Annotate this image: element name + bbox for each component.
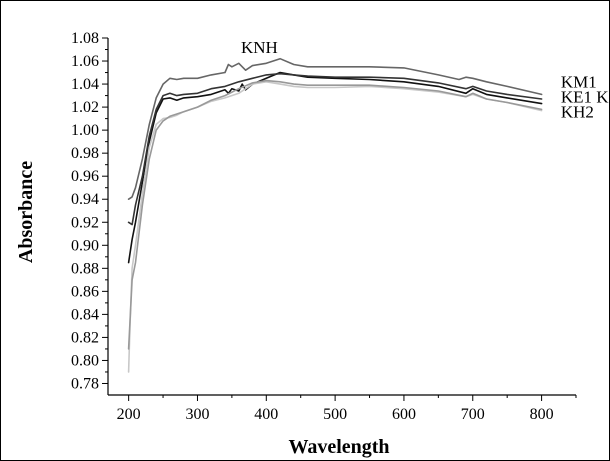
y-tick-label: 0.84 bbox=[71, 306, 99, 323]
y-tick-label: 0.80 bbox=[71, 352, 99, 369]
axes-layer bbox=[107, 38, 576, 396]
series-label-knh: KNH bbox=[241, 38, 278, 57]
y-tick-label: 0.78 bbox=[71, 375, 99, 392]
y-tick-label: 0.86 bbox=[71, 283, 99, 300]
x-tick-label: 400 bbox=[254, 406, 278, 423]
y-tick-label: 0.98 bbox=[71, 145, 99, 162]
y-tick-label: 1.04 bbox=[71, 76, 99, 93]
ticks-layer: 0.78 0.80 0.82 0.84 0.86 0.88 0.90 0.92 0.94 0.96… bbox=[71, 30, 577, 423]
series-line-kh2 bbox=[127, 81, 543, 373]
x-tick-label: 800 bbox=[530, 406, 554, 423]
x-axis-title: Wavelength bbox=[288, 436, 389, 458]
x-tick-label: 500 bbox=[323, 406, 347, 423]
series-line-ke1 bbox=[127, 72, 543, 226]
x-tick-label: 300 bbox=[185, 406, 209, 423]
x-tick-label: 700 bbox=[461, 406, 485, 423]
y-tick-label: 0.94 bbox=[71, 191, 99, 208]
y-tick-label: 1.06 bbox=[71, 53, 99, 70]
y-axis-title: Absorbance bbox=[15, 161, 37, 263]
series-line-km1 bbox=[127, 71, 543, 264]
x-tick-label: 600 bbox=[392, 406, 416, 423]
series-line-ke1-k1 bbox=[127, 79, 543, 350]
y-tick-label: 0.92 bbox=[71, 214, 99, 231]
x-tick-label: 200 bbox=[117, 406, 141, 423]
y-tick-label: 0.90 bbox=[71, 237, 99, 254]
y-tick-label: 0.88 bbox=[71, 260, 99, 277]
y-tick-label: 1.00 bbox=[71, 122, 99, 139]
y-tick-label: 0.96 bbox=[71, 168, 99, 185]
series-line-knh bbox=[127, 57, 543, 200]
series-layer bbox=[127, 57, 543, 373]
y-tick-label: 1.08 bbox=[71, 30, 99, 47]
series-label-km1: KM1 bbox=[561, 73, 597, 92]
series-label-kh2: KH2 bbox=[561, 102, 594, 121]
y-tick-label: 1.02 bbox=[71, 99, 99, 116]
y-tick-label: 0.82 bbox=[71, 329, 99, 346]
series-label-ke1-k1: KE1 K1 bbox=[561, 87, 609, 106]
